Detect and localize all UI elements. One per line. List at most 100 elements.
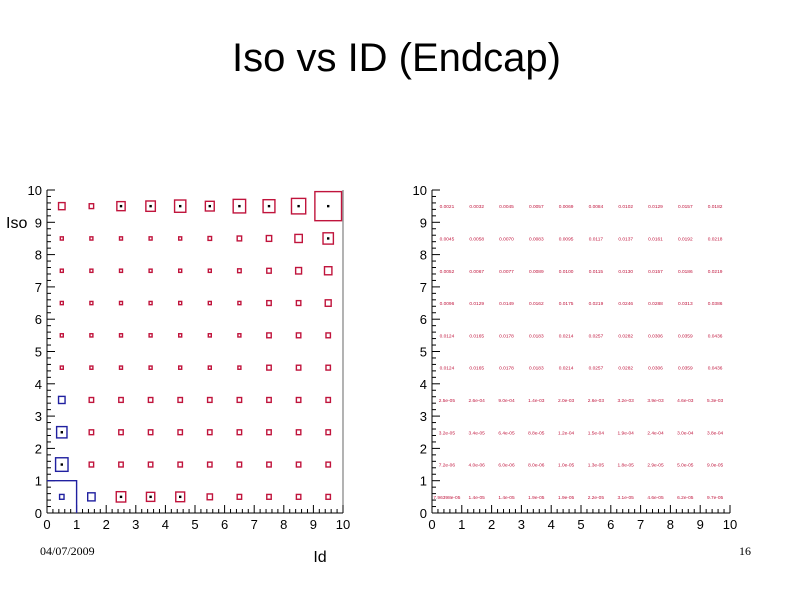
- right-y-tick-label: 9: [420, 215, 427, 230]
- left-box-mark: [89, 333, 94, 338]
- right-cell-label: 0.0175: [559, 301, 574, 307]
- left-box-mark: [175, 491, 186, 503]
- left-x-tick-label: 9: [310, 517, 317, 532]
- right-x-tick-label: 4: [548, 517, 555, 532]
- left-box-center-mark: [60, 463, 63, 466]
- right-cell-label: 0.0032: [469, 204, 484, 210]
- right-cell-label: 0.0096: [440, 301, 455, 307]
- right-cell-label: 3.1e-05: [618, 495, 635, 501]
- right-cell-label: 0.0246: [618, 301, 633, 307]
- left-box-mark: [88, 396, 95, 404]
- left-box-mark: [314, 190, 343, 222]
- right-y-tick-label: 4: [420, 377, 427, 392]
- left-box-mark: [118, 268, 124, 274]
- left-box-mark: [147, 429, 154, 436]
- right-cell-label: 1.8e-05: [618, 463, 635, 469]
- left-box-mark: [266, 493, 272, 500]
- right-cell-label: 0.0058: [469, 236, 484, 242]
- right-cell-label: 0.0359: [678, 366, 693, 372]
- right-cell-label: 7.2e-06: [439, 463, 456, 469]
- left-box-mark: [266, 396, 272, 404]
- left-box-mark: [89, 236, 94, 241]
- right-cell-label: 0.0282: [618, 366, 633, 372]
- right-cell-label: 3.4e-05: [469, 430, 486, 436]
- right-cell-label: 8.8e-05: [528, 430, 545, 436]
- right-x-tick-label: 10: [723, 517, 737, 532]
- left-box-center-mark: [297, 204, 300, 208]
- right-cell-label: 0.0021: [440, 204, 455, 210]
- left-box-mark: [236, 396, 243, 404]
- left-box-mark: [295, 396, 302, 404]
- left-box-mark: [147, 396, 154, 404]
- left-box-mark: [177, 461, 184, 468]
- right-cell-label: 0.0183: [529, 366, 544, 372]
- right-x-tick-label: 1: [458, 517, 465, 532]
- left-x-tick-label: 5: [191, 517, 198, 532]
- right-cell-label: 8.0e-06: [528, 463, 545, 469]
- right-cell-label: 0.0214: [559, 366, 574, 372]
- left-box-center-mark: [327, 237, 330, 240]
- left-box-mark: [177, 396, 184, 404]
- left-box-mark: [207, 365, 213, 370]
- right-cell-label: 1.2e-04: [558, 430, 575, 436]
- left-box-mark: [325, 396, 332, 404]
- right-cell-label: 6.4e-05: [498, 430, 515, 436]
- right-cell-label: 0.0124: [440, 366, 455, 372]
- left-box-mark: [145, 200, 157, 213]
- right-cell-label: 2.5e-05: [439, 398, 456, 404]
- left-box-mark: [59, 268, 64, 274]
- right-cell-label: 0.0192: [678, 236, 693, 242]
- left-box-mark: [177, 333, 183, 338]
- right-cell-label: 0.0183: [529, 333, 544, 339]
- left-box-mark: [118, 429, 124, 436]
- slide-date: 04/07/2009: [40, 544, 95, 558]
- left-box-mark: [266, 364, 272, 371]
- left-box-mark: [177, 300, 183, 306]
- right-cell-label: 1.0e-05: [558, 463, 575, 469]
- left-box-mark: [266, 429, 272, 436]
- right-cell-label: 0.0157: [678, 204, 693, 210]
- right-cell-label: 5.0e-05: [677, 463, 694, 469]
- right-y-tick-label: 0: [420, 506, 427, 521]
- right-cell-label: 4.6e-05: [647, 495, 664, 501]
- right-cell-label: 0.0077: [499, 269, 514, 275]
- left-box-mark: [206, 396, 213, 404]
- left-box-mark: [59, 300, 64, 306]
- left-box-mark: [58, 493, 65, 500]
- left-box-mark: [145, 491, 156, 503]
- left-box-center-mark: [149, 204, 152, 208]
- left-box-mark: [177, 268, 183, 274]
- left-box-mark: [322, 232, 335, 245]
- right-cell-label: 0.0130: [618, 269, 633, 275]
- left-box-mark: [118, 236, 124, 241]
- left-box-mark: [236, 493, 243, 500]
- left-box-mark: [116, 200, 126, 212]
- left-box-mark: [236, 268, 242, 274]
- right-cell-label: 4.6e-03: [677, 398, 694, 404]
- left-x-tick-label: 6: [221, 517, 228, 532]
- right-cell-label: 9.0e-04: [498, 398, 515, 404]
- right-cell-label: 1.5e-04: [588, 430, 605, 436]
- right-cell-label: 2.0e-03: [558, 398, 575, 404]
- left-box-mark: [118, 461, 124, 468]
- left-box-mark: [118, 333, 124, 338]
- right-cell-label: 2.2e-05: [588, 495, 605, 501]
- left-box-mark: [177, 236, 183, 241]
- right-x-tick-label: 0: [428, 517, 435, 532]
- right-cell-label: 3.9e-03: [647, 398, 664, 404]
- left-box-mark: [295, 461, 302, 468]
- left-box-mark: [204, 200, 215, 212]
- left-box-mark: [55, 425, 68, 439]
- left-box-mark: [57, 201, 66, 211]
- left-box-mark: [265, 234, 273, 243]
- right-x-tick-label: 7: [637, 517, 644, 532]
- right-cell-label: 9.0e-05: [707, 463, 724, 469]
- left-y-tick-label: 6: [35, 312, 42, 327]
- left-x-tick-label: 3: [132, 517, 139, 532]
- right-cell-label: 2.4e-04: [647, 430, 664, 436]
- right-cell-label: 0.0129: [469, 301, 484, 307]
- left-box-mark: [290, 197, 307, 215]
- left-x-tick-label: 4: [162, 517, 169, 532]
- right-cell-label: 1.9e-05: [528, 495, 545, 501]
- left-box-mark: [236, 429, 243, 436]
